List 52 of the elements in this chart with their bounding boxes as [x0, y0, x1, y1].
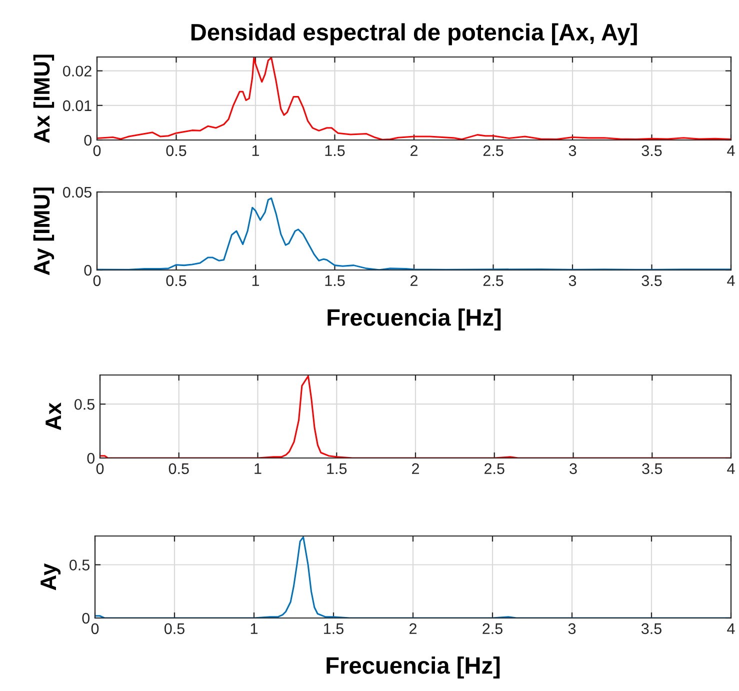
y-tick-label: 0.02: [63, 66, 92, 77]
x-tick-label: 1.5: [324, 623, 344, 634]
y-tick-label: 0: [84, 134, 92, 146]
x-tick-label: 2: [410, 623, 416, 634]
x-tick-label: 3: [570, 463, 577, 474]
y-tick-label: 0: [84, 264, 92, 276]
x-tick-label: 3.5: [642, 463, 662, 474]
x-tick-label: 3: [568, 623, 576, 634]
x-axis-title: Frecuencia [Hz]: [326, 656, 500, 679]
x-tick-label: 3: [568, 275, 576, 286]
x-tick-label: 2: [410, 275, 418, 286]
x-tick-label: 3.5: [641, 623, 662, 634]
y-tick-label: 0: [87, 452, 95, 464]
y-tick-label: 0.5: [70, 560, 90, 570]
x-tick-label: 2.5: [484, 463, 504, 474]
x-tick-label: 1: [250, 623, 258, 634]
x-tick-label: 0.5: [164, 623, 184, 634]
y-axis-title: Ax [IMU]: [33, 54, 54, 144]
y-axis-title: Ay: [40, 563, 61, 590]
x-tick-label: 2.5: [483, 275, 504, 286]
x-tick-label: 4: [727, 275, 735, 286]
y-tick-label: 0.05: [63, 186, 92, 198]
x-tick-label: 0: [96, 463, 104, 474]
x-tick-label: 0.5: [166, 145, 186, 156]
x-tick-label: 4: [727, 463, 735, 474]
y-tick-label: 0.5: [74, 398, 94, 410]
x-tick-label: 3: [568, 145, 576, 156]
chart-title: Densidad espectral de potencia [Ax, Ay]: [191, 23, 637, 46]
x-tick-label: 4: [727, 145, 735, 156]
x-tick-label: 1.5: [325, 145, 345, 156]
line-series: [95, 536, 731, 618]
x-tick-label: 0.5: [166, 275, 186, 286]
x-tick-label: 1: [254, 463, 262, 474]
x-tick-label: 1: [252, 145, 260, 156]
x-axis-title: Frecuencia [Hz]: [328, 308, 501, 331]
x-tick-label: 0.5: [168, 463, 189, 474]
line-series: [100, 375, 731, 458]
x-tick-label: 3.5: [642, 145, 662, 156]
x-tick-label: 3.5: [642, 275, 662, 286]
x-tick-label: 1.5: [327, 463, 347, 474]
x-tick-label: 4: [727, 623, 735, 634]
x-tick-label: 1: [252, 275, 260, 286]
x-tick-label: 2: [412, 463, 419, 474]
line-series: [97, 57, 731, 140]
x-tick-label: 2.5: [482, 623, 502, 634]
y-tick-label: 0.01: [63, 100, 92, 112]
x-tick-label: 2.5: [483, 145, 504, 156]
y-axis-title: Ax: [46, 402, 61, 430]
x-tick-label: 1.5: [325, 275, 345, 286]
y-tick-label: 0: [82, 612, 90, 624]
x-tick-label: 2: [410, 145, 418, 156]
y-axis-title: Ay [IMU]: [33, 188, 54, 276]
